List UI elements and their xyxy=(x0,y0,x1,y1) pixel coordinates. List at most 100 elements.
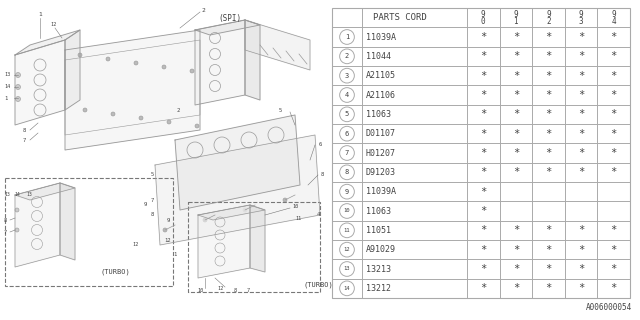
Text: *: * xyxy=(480,32,486,42)
Text: 5: 5 xyxy=(150,172,154,178)
Text: 11063: 11063 xyxy=(366,110,391,119)
Text: *: * xyxy=(578,109,584,119)
Text: *: * xyxy=(545,32,552,42)
Text: *: * xyxy=(611,129,617,139)
Text: 7: 7 xyxy=(150,197,154,203)
Text: *: * xyxy=(578,129,584,139)
Text: 2: 2 xyxy=(345,53,349,59)
Text: D91203: D91203 xyxy=(366,168,396,177)
Text: 7: 7 xyxy=(246,287,250,292)
Text: *: * xyxy=(545,167,552,177)
Text: 11051: 11051 xyxy=(366,226,391,235)
Text: *: * xyxy=(545,51,552,61)
Text: 7: 7 xyxy=(345,150,349,156)
Text: *: * xyxy=(513,245,519,255)
Text: *: * xyxy=(611,51,617,61)
Text: 4: 4 xyxy=(316,212,319,218)
Text: 12: 12 xyxy=(164,237,172,243)
Text: *: * xyxy=(480,264,486,274)
Text: 14: 14 xyxy=(4,84,10,90)
Text: 12: 12 xyxy=(217,285,223,291)
Text: 13212: 13212 xyxy=(366,284,391,293)
Text: *: * xyxy=(611,148,617,158)
Circle shape xyxy=(15,97,20,101)
Polygon shape xyxy=(15,183,75,200)
Text: *: * xyxy=(513,32,519,42)
Text: *: * xyxy=(513,109,519,119)
Bar xyxy=(5,178,173,286)
Polygon shape xyxy=(175,115,300,210)
Text: *: * xyxy=(480,225,486,235)
Text: 2: 2 xyxy=(546,17,551,27)
Text: *: * xyxy=(578,32,584,42)
Text: 8: 8 xyxy=(321,172,324,178)
Text: 13: 13 xyxy=(344,267,350,271)
Text: *: * xyxy=(545,225,552,235)
Text: *: * xyxy=(545,90,552,100)
Text: 12: 12 xyxy=(50,22,56,28)
Text: *: * xyxy=(513,264,519,274)
Text: 10: 10 xyxy=(344,209,350,213)
Text: 13: 13 xyxy=(4,73,10,77)
Text: *: * xyxy=(578,51,584,61)
Polygon shape xyxy=(15,183,60,267)
Text: A21105: A21105 xyxy=(366,71,396,80)
Text: *: * xyxy=(578,283,584,293)
Text: *: * xyxy=(513,129,519,139)
Text: 1: 1 xyxy=(513,17,518,27)
Text: *: * xyxy=(480,245,486,255)
Text: 6: 6 xyxy=(318,142,322,148)
Text: A006000054: A006000054 xyxy=(586,303,632,312)
Text: 8: 8 xyxy=(345,169,349,175)
Text: 2: 2 xyxy=(177,108,180,113)
Text: A91029: A91029 xyxy=(366,245,396,254)
Text: 9: 9 xyxy=(166,218,170,222)
Polygon shape xyxy=(65,30,200,150)
Text: 8: 8 xyxy=(4,218,7,222)
Text: *: * xyxy=(513,167,519,177)
Text: 3: 3 xyxy=(345,73,349,79)
Circle shape xyxy=(78,53,82,57)
Text: H01207: H01207 xyxy=(366,148,396,157)
Text: 13: 13 xyxy=(4,193,10,197)
Text: PARTS CORD: PARTS CORD xyxy=(372,13,426,22)
Text: 9: 9 xyxy=(481,10,486,19)
Text: *: * xyxy=(578,264,584,274)
Text: 11: 11 xyxy=(344,228,350,233)
Text: D01107: D01107 xyxy=(366,129,396,138)
Circle shape xyxy=(243,208,247,212)
Text: 7: 7 xyxy=(22,138,26,142)
Circle shape xyxy=(163,228,167,232)
Text: *: * xyxy=(513,283,519,293)
Text: 11039A: 11039A xyxy=(366,33,396,42)
Polygon shape xyxy=(245,20,260,100)
Text: *: * xyxy=(611,90,617,100)
Text: *: * xyxy=(578,245,584,255)
Text: (SPI): (SPI) xyxy=(218,13,241,22)
Text: 14: 14 xyxy=(344,286,350,291)
Text: *: * xyxy=(578,71,584,81)
Text: *: * xyxy=(480,206,486,216)
Polygon shape xyxy=(60,183,75,260)
Text: *: * xyxy=(545,264,552,274)
Text: 11044: 11044 xyxy=(366,52,391,61)
Polygon shape xyxy=(195,20,245,105)
Circle shape xyxy=(15,228,19,232)
Text: 2: 2 xyxy=(201,7,205,12)
Text: 5: 5 xyxy=(345,111,349,117)
Text: 10: 10 xyxy=(197,287,203,292)
Text: 9: 9 xyxy=(143,203,147,207)
Polygon shape xyxy=(65,30,80,110)
Text: 9: 9 xyxy=(611,10,616,19)
Text: *: * xyxy=(611,71,617,81)
Polygon shape xyxy=(155,135,320,245)
Text: *: * xyxy=(513,225,519,235)
Text: 9: 9 xyxy=(579,10,584,19)
Text: 12: 12 xyxy=(132,243,138,247)
Text: *: * xyxy=(578,148,584,158)
Text: *: * xyxy=(545,148,552,158)
Text: *: * xyxy=(480,90,486,100)
Text: 11063: 11063 xyxy=(366,206,391,215)
Text: *: * xyxy=(545,245,552,255)
Text: *: * xyxy=(513,51,519,61)
